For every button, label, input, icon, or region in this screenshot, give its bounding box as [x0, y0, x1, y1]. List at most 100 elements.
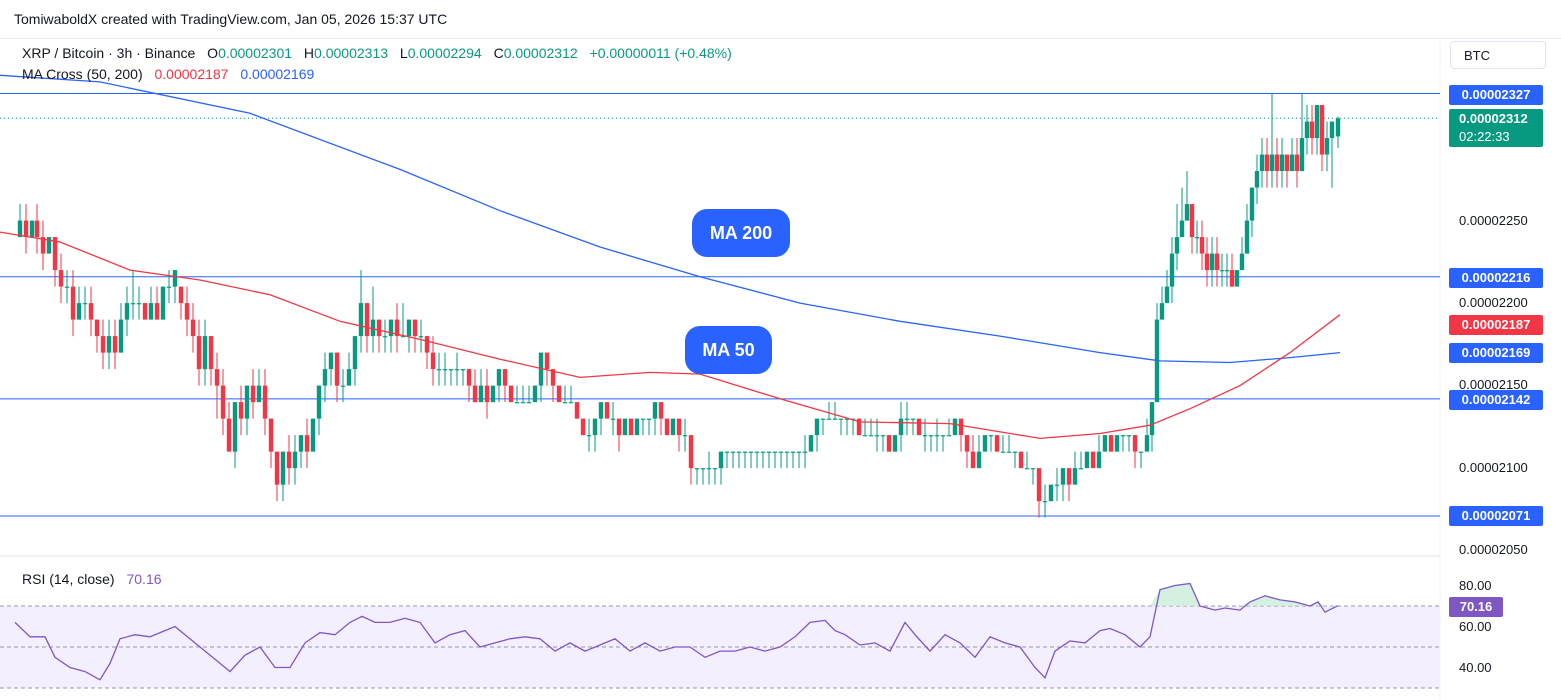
candle-body: [658, 402, 664, 419]
candle-body: [1018, 451, 1024, 469]
candle-body: [880, 435, 886, 437]
candle-body: [340, 385, 346, 387]
candle-body: [796, 451, 802, 453]
candle-body: [742, 451, 748, 453]
ma200-callout: MA 200: [692, 209, 790, 257]
symbol-label[interactable]: XRP / Bitcoin · 3h · Binance: [22, 45, 196, 61]
candle-body: [118, 319, 124, 353]
candle-body: [976, 451, 982, 469]
candle-body: [388, 319, 394, 337]
candle-body: [1078, 468, 1084, 470]
candle-body: [23, 220, 29, 238]
candle-body: [40, 237, 46, 254]
candle-body: [514, 402, 520, 404]
candle-body: [970, 451, 976, 469]
candle-body: [1090, 451, 1096, 469]
candle-body: [1184, 204, 1190, 221]
level-label-support: 0.00002142: [1449, 390, 1543, 410]
candle-body: [928, 435, 934, 437]
candle-body: [364, 303, 370, 337]
candle-body: [616, 418, 622, 436]
candle-body: [1244, 220, 1250, 254]
candle-body: [178, 286, 184, 304]
candle-body: [466, 369, 472, 386]
candle-body: [424, 336, 430, 353]
candle-body: [208, 336, 214, 370]
candle-body: [46, 237, 52, 254]
candle-body: [29, 220, 35, 238]
candle-body: [592, 418, 598, 436]
rsi-line: [14, 582, 1339, 681]
ma50-value: 0.00002187: [154, 66, 229, 82]
candle-body: [856, 418, 862, 436]
candle-body: [1138, 451, 1144, 453]
candle-body: [358, 303, 364, 337]
candle-body: [1234, 270, 1240, 287]
candle-body: [910, 418, 916, 420]
candle-body: [496, 369, 502, 386]
close-label: C: [493, 45, 504, 61]
candle-body: [316, 385, 322, 419]
candle-body: [454, 369, 460, 371]
price-tick: 0.00002250: [1459, 213, 1528, 228]
candle-body: [334, 352, 340, 386]
high-value: 0.00002313: [314, 45, 389, 61]
candle-body: [706, 468, 712, 470]
rsi-axis-label: 70.16: [1449, 597, 1503, 617]
rsi-label[interactable]: RSI (14, close): [22, 571, 115, 587]
candle-body: [802, 451, 808, 453]
candle-body: [964, 435, 970, 452]
candle-body: [484, 385, 490, 403]
candle-body: [994, 435, 1000, 452]
ma-cross-label[interactable]: MA Cross (50, 200): [22, 66, 143, 82]
candle-body: [304, 435, 310, 452]
header-divider: [0, 38, 1561, 39]
level-label-resistance: 0.00002327: [1449, 85, 1543, 105]
candle-body: [874, 435, 880, 437]
rsi-pane: [0, 582, 1440, 689]
candle-body: [808, 435, 814, 452]
candle-body: [556, 385, 562, 403]
candle-body: [1299, 138, 1305, 172]
candle-body: [778, 451, 784, 453]
candle-body: [382, 336, 388, 338]
last-price-value: 0.00002312: [1459, 111, 1528, 126]
candle-body: [34, 220, 40, 238]
level-label-mid: 0.00002216: [1449, 268, 1543, 288]
level-label-low: 0.00002071: [1449, 506, 1543, 526]
candle-body: [610, 418, 616, 420]
candle-body: [568, 402, 574, 404]
candle-body: [958, 418, 964, 436]
candle-body: [310, 418, 316, 452]
rsi-tick: 80.00: [1459, 578, 1492, 593]
candle-body: [406, 319, 412, 337]
bar-countdown: 02:22:33: [1459, 129, 1510, 144]
candle-body: [1335, 118, 1341, 137]
candle-body: [1254, 171, 1260, 188]
candle-body: [1294, 154, 1300, 172]
candle-body: [1006, 451, 1012, 453]
candle-body: [754, 451, 760, 453]
candle-body: [784, 451, 790, 453]
candle-body: [790, 451, 796, 453]
change-value: +0.00000011 (+0.48%): [589, 45, 732, 61]
candle-body: [436, 369, 442, 371]
candle-body: [1102, 435, 1108, 452]
candle-body: [1179, 220, 1185, 238]
candle-body: [1199, 237, 1205, 254]
candle-body: [670, 418, 676, 436]
open-value: 0.00002301: [218, 45, 293, 61]
candle-body: [82, 303, 88, 305]
candle-body: [1304, 121, 1310, 139]
candle-body: [562, 402, 568, 404]
ma50-callout: MA 50: [685, 326, 772, 374]
candle-body: [190, 319, 196, 337]
candle-body: [214, 369, 220, 386]
candle-body: [544, 352, 550, 370]
close-value: 0.00002312: [503, 45, 578, 61]
currency-button[interactable]: BTC: [1450, 41, 1546, 69]
candle-body: [286, 451, 292, 469]
candle-body: [574, 402, 580, 419]
candle-body: [838, 418, 844, 420]
